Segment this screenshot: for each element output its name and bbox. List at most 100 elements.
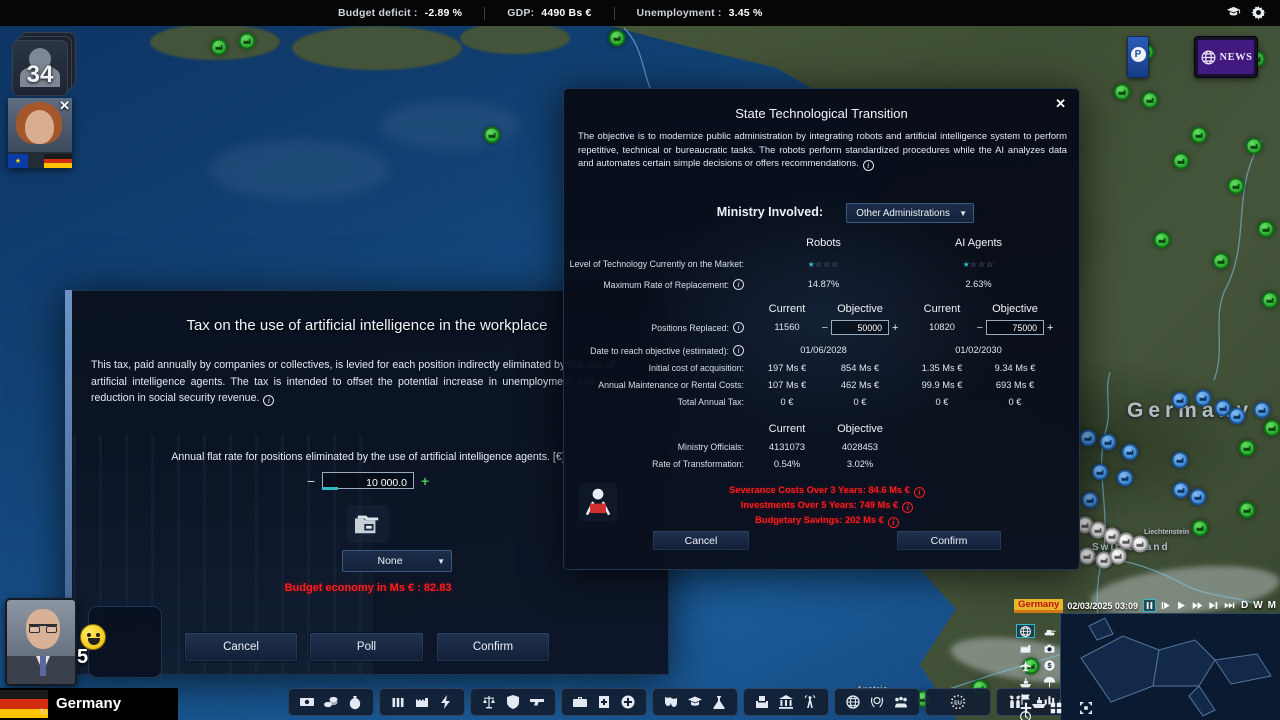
scales-icon[interactable] xyxy=(481,694,497,710)
advisor-portrait[interactable]: ★ ✕ xyxy=(8,98,72,168)
refresh-icon[interactable]: ↻ xyxy=(39,707,47,717)
layout-grid-icon[interactable] xyxy=(1046,701,1065,715)
city-marker-blue[interactable] xyxy=(1214,399,1232,417)
speed-m-button[interactable]: M xyxy=(1267,600,1276,611)
city-marker-blue[interactable] xyxy=(1079,429,1097,447)
city-marker-green[interactable] xyxy=(608,29,626,47)
city-marker-white[interactable] xyxy=(1131,535,1149,553)
globe-icon[interactable] xyxy=(845,694,861,710)
info-icon[interactable]: i xyxy=(733,322,744,333)
city-marker-blue[interactable] xyxy=(1116,469,1134,487)
robots-objective-input[interactable] xyxy=(832,321,888,334)
ministry-dropdown[interactable]: Other Administrations ▼ xyxy=(846,203,974,223)
city-marker-green[interactable] xyxy=(1238,501,1256,519)
decrease-button[interactable]: − xyxy=(821,321,828,334)
increase-button[interactable]: + xyxy=(421,472,430,489)
chart-layer-icon[interactable] xyxy=(1040,692,1059,706)
finance-layer-icon[interactable]: $ xyxy=(1040,658,1059,672)
globe-layer-icon[interactable] xyxy=(1016,624,1035,638)
settings-gear-icon[interactable] xyxy=(1251,5,1266,25)
minimap[interactable] xyxy=(1060,613,1280,720)
ship-layer-icon[interactable] xyxy=(1016,675,1035,689)
city-marker-green[interactable] xyxy=(1257,220,1275,238)
summit-icon[interactable] xyxy=(893,694,909,710)
police-badge-icon[interactable] xyxy=(505,694,521,710)
briefcase-icon[interactable] xyxy=(572,694,588,710)
city-marker-green[interactable] xyxy=(1245,137,1263,155)
step-button[interactable] xyxy=(1159,599,1172,612)
lightning-icon[interactable] xyxy=(438,694,454,710)
german-flag[interactable]: ↻ xyxy=(0,690,48,718)
bank-icon[interactable] xyxy=(778,694,794,710)
city-marker-green[interactable] xyxy=(1172,152,1190,170)
city-marker-green[interactable] xyxy=(1191,519,1209,537)
city-marker-green[interactable] xyxy=(1227,177,1245,195)
info-icon[interactable]: i xyxy=(263,394,275,406)
speed-w-button[interactable]: W xyxy=(1253,600,1263,611)
zoom-in-icon[interactable] xyxy=(1016,701,1035,715)
plus-circle-icon[interactable] xyxy=(620,694,636,710)
un-laurel-icon[interactable] xyxy=(869,694,885,710)
flask-icon[interactable] xyxy=(711,694,727,710)
pause-button[interactable] xyxy=(1142,599,1156,612)
option-dropdown[interactable]: None ▼ xyxy=(342,550,452,572)
decrease-button[interactable]: − xyxy=(976,321,983,334)
city-marker-green[interactable] xyxy=(1238,439,1256,457)
approval-smiley-icon[interactable] xyxy=(80,624,106,650)
factory-icon[interactable] xyxy=(414,694,430,710)
poll-button[interactable]: Poll xyxy=(309,632,424,662)
city-marker-green[interactable] xyxy=(1113,83,1131,101)
city-marker-blue[interactable] xyxy=(1081,491,1099,509)
plane-layer-icon[interactable] xyxy=(1016,658,1035,672)
info-icon[interactable]: i xyxy=(733,279,744,290)
soldiers-icon[interactable] xyxy=(1007,694,1023,710)
info-icon[interactable]: i xyxy=(902,501,914,513)
selected-country-badge[interactable]: Germany xyxy=(1014,598,1064,613)
skip-button[interactable] xyxy=(1207,599,1220,612)
confirm-button[interactable]: Confirm xyxy=(436,632,550,662)
city-marker-green[interactable] xyxy=(1263,419,1280,437)
confirm-button[interactable]: Confirm xyxy=(896,530,1002,551)
warship-icon[interactable] xyxy=(1031,694,1047,710)
strike-risk-icon[interactable] xyxy=(579,483,617,521)
cancel-button[interactable]: Cancel xyxy=(652,530,750,551)
fullscreen-icon[interactable] xyxy=(1076,701,1095,715)
city-marker-blue[interactable] xyxy=(1172,481,1190,499)
city-marker-green[interactable] xyxy=(1141,91,1159,109)
news-tv-tile[interactable]: NEWS xyxy=(1194,36,1258,78)
city-marker-green[interactable] xyxy=(1190,126,1208,144)
increase-button[interactable]: + xyxy=(1047,321,1054,334)
umbrella-layer-icon[interactable] xyxy=(1040,675,1059,689)
city-marker-green[interactable] xyxy=(1261,291,1279,309)
city-marker-white[interactable] xyxy=(1078,547,1096,565)
fast-button[interactable] xyxy=(1191,599,1204,612)
city-marker-blue[interactable] xyxy=(1194,389,1212,407)
city-marker-blue[interactable] xyxy=(1121,443,1139,461)
city-marker-green[interactable] xyxy=(1153,231,1171,249)
city-marker-blue[interactable] xyxy=(1171,451,1189,469)
city-marker-blue[interactable] xyxy=(1228,407,1246,425)
increase-button[interactable]: + xyxy=(892,321,899,334)
banknote-icon[interactable] xyxy=(299,694,315,710)
flat-rate-input[interactable] xyxy=(323,475,413,491)
ballot-box-icon[interactable] xyxy=(754,694,770,710)
tutorial-icon[interactable] xyxy=(1226,5,1241,25)
ai-objective-input[interactable] xyxy=(987,321,1043,334)
columns-icon[interactable] xyxy=(390,694,406,710)
player-leader-portrait[interactable] xyxy=(5,598,77,686)
info-icon[interactable]: i xyxy=(733,345,744,356)
city-marker-blue[interactable] xyxy=(1171,391,1189,409)
coins-icon[interactable] xyxy=(323,694,339,710)
graduation-cap-icon[interactable] xyxy=(687,694,703,710)
factory-layer-icon[interactable] xyxy=(1016,641,1035,655)
flag-layer-icon[interactable] xyxy=(1016,692,1035,706)
eu-stars-icon[interactable]: EU xyxy=(950,694,966,710)
info-icon[interactable]: i xyxy=(913,486,925,498)
firearm-icon[interactable] xyxy=(529,694,545,710)
city-marker-blue[interactable] xyxy=(1253,401,1271,419)
speed-d-button[interactable]: D xyxy=(1240,600,1249,611)
antenna-icon[interactable] xyxy=(802,694,818,710)
city-marker-blue[interactable] xyxy=(1091,463,1109,481)
info-icon[interactable]: i xyxy=(862,159,874,171)
city-marker-green[interactable] xyxy=(210,38,228,56)
